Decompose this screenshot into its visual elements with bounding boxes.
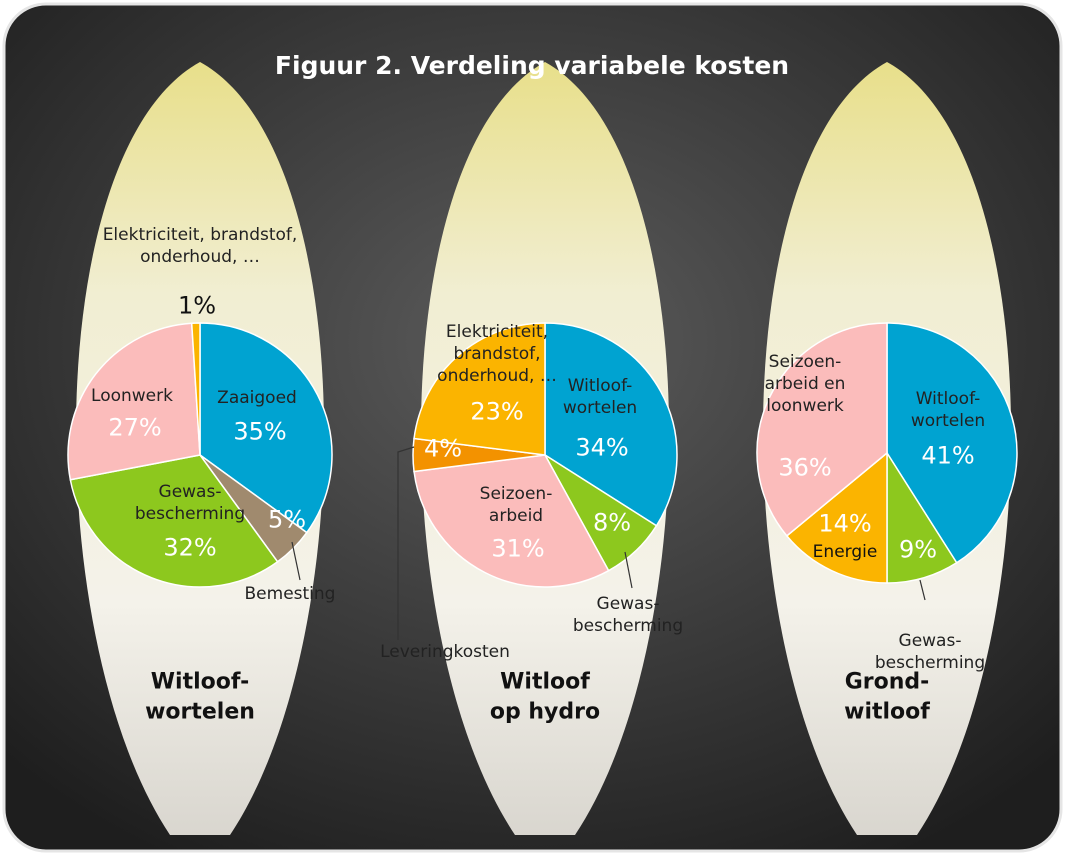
chart-title: Witloof- wortelen	[145, 669, 255, 724]
chart-title: Witloof op hydro	[489, 669, 601, 724]
value-label: 1%	[177, 291, 217, 320]
pie-slice	[413, 454, 610, 588]
pie-slice	[69, 454, 279, 588]
pie-slice	[67, 322, 201, 481]
slice-label: Leveringkosten	[380, 641, 510, 662]
value-label: 36%	[778, 453, 832, 482]
value-label: 31%	[491, 534, 545, 563]
value-label: 9%	[898, 535, 938, 564]
leader-line	[397, 446, 415, 640]
leader-line	[291, 541, 301, 581]
slice-label: Elektriciteit, brandstof, onderhoud, …	[102, 224, 298, 267]
title: Figuur 2. Verdeling variabele kosten	[274, 50, 790, 80]
value-label: 35%	[233, 417, 287, 446]
slice-label: Loonwerk	[91, 385, 173, 406]
slice-label: Gewas- bescherming	[134, 481, 246, 524]
pie-slice	[190, 322, 201, 456]
value-label: 14%	[818, 509, 872, 538]
slice-label: Witloof- wortelen	[910, 388, 986, 431]
value-label: 32%	[163, 533, 217, 562]
value-label: 5%	[267, 505, 307, 534]
slice-label: Seizoen- arbeid en loonwerk	[764, 351, 846, 417]
slice-label: Bemesting	[244, 583, 336, 604]
value-label: 27%	[108, 413, 162, 442]
leader-line	[624, 551, 633, 589]
slice-label: Elektriciteit, brandstof, onderhoud, …	[437, 321, 557, 387]
value-label: 8%	[592, 508, 632, 537]
pie-slice	[413, 322, 546, 456]
slice-label: Seizoen- arbeid	[479, 483, 553, 526]
value-label: 34%	[575, 433, 629, 462]
slice-label: Gewas- bescherming	[572, 593, 684, 636]
slice-label: Energie	[812, 541, 878, 562]
leader-line	[919, 579, 926, 601]
slice-label: Gewas- bescherming	[874, 630, 986, 673]
pie-slice	[199, 322, 333, 534]
pie-slice	[785, 451, 888, 584]
slice-label: Witloof- wortelen	[562, 375, 638, 418]
value-label: 4%	[423, 434, 463, 463]
slice-label: Zaaigoed	[217, 387, 297, 408]
chart-title: Grond- witloof	[844, 669, 930, 724]
value-label: 41%	[921, 441, 975, 470]
pie-slice	[544, 322, 678, 527]
value-label: 23%	[470, 397, 524, 426]
pie-slice	[756, 322, 888, 537]
